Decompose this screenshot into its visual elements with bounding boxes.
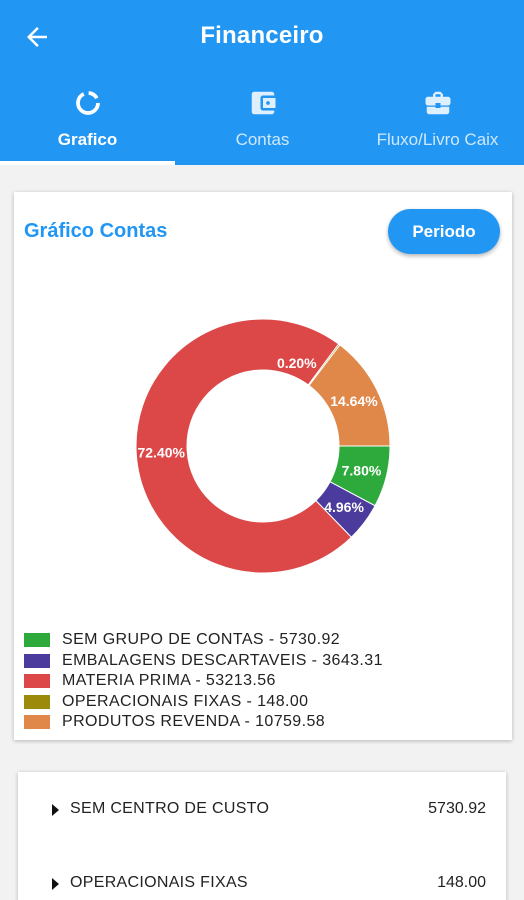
slice-percent-label: 0.20% <box>277 355 317 371</box>
tab-indicator <box>0 161 175 165</box>
card-title: Gráfico Contas <box>24 220 168 242</box>
legend-label: OPERACIONAIS FIXAS - 148.00 <box>62 692 309 710</box>
tab-label: Contas <box>235 130 290 149</box>
legend-swatch <box>24 694 50 709</box>
caret-right-icon <box>52 804 59 816</box>
chart-legend: SEM GRUPO DE CONTAS - 5730.92 EMBALAGENS … <box>24 630 383 733</box>
legend-item: SEM GRUPO DE CONTAS - 5730.92 <box>24 630 383 651</box>
cost-center-row[interactable]: SEM CENTRO DE CUSTO 5730.92 <box>18 795 506 825</box>
periodo-button[interactable]: Periodo <box>388 209 500 254</box>
legend-label: EMBALAGENS DESCARTAVEIS - 3643.31 <box>62 651 383 669</box>
donut-chart-icon <box>75 91 100 115</box>
caret-right-icon <box>52 878 59 890</box>
tab-grafico[interactable]: Grafico <box>0 80 175 165</box>
arrow-left-icon[interactable] <box>22 22 52 52</box>
legend-swatch <box>24 715 50 730</box>
legend-label: MATERIA PRIMA - 53213.56 <box>62 672 276 690</box>
cost-center-card: SEM CENTRO DE CUSTO 5730.92 OPERACIONAIS… <box>18 772 506 900</box>
legend-label: SEM GRUPO DE CONTAS - 5730.92 <box>62 631 341 649</box>
legend-label: PRODUTOS REVENDA - 10759.58 <box>62 713 326 731</box>
cost-center-row[interactable]: OPERACIONAIS FIXAS 148.00 <box>18 869 506 899</box>
legend-item: PRODUTOS REVENDA - 10759.58 <box>24 712 383 733</box>
page-title: Financeiro <box>200 22 324 49</box>
cost-center-value: 148.00 <box>437 874 486 891</box>
chart-card: 7.80% 4.96% 72.40% 0.20% 14.64% Gráfico Cont… <box>14 192 512 740</box>
app-bar: Financeiro Grafico Contas Fluxo/Livro Ca… <box>0 0 524 165</box>
tab-label: Fluxo/Livro Caix <box>376 130 499 149</box>
tab-bar: Grafico Contas Fluxo/Livro Caix <box>0 80 524 165</box>
briefcase-icon <box>425 91 450 115</box>
tab-fluxo-livro-caixa[interactable]: Fluxo/Livro Caix <box>350 80 524 165</box>
legend-swatch <box>24 653 50 668</box>
cost-center-value: 5730.92 <box>428 800 486 817</box>
slice-percent-label: 72.40% <box>137 445 185 461</box>
legend-swatch <box>24 633 50 648</box>
cost-center-name: SEM CENTRO DE CUSTO <box>70 800 270 817</box>
wallet-icon <box>251 91 275 115</box>
slice-percent-label: 7.80% <box>342 463 382 479</box>
cost-center-name: OPERACIONAIS FIXAS <box>70 874 248 891</box>
slice-percent-label: 14.64% <box>330 393 378 409</box>
legend-item: OPERACIONAIS FIXAS - 148.00 <box>24 692 383 713</box>
legend-item: EMBALAGENS DESCARTAVEIS - 3643.31 <box>24 651 383 672</box>
tab-label: Grafico <box>57 130 118 149</box>
tab-contas[interactable]: Contas <box>175 80 350 165</box>
pie-slice[interactable] <box>308 344 391 447</box>
legend-swatch <box>24 674 50 689</box>
pie-slice[interactable] <box>135 318 353 574</box>
donut-chart: 7.80% 4.96% 72.40% 0.20% 14.64% <box>135 318 391 574</box>
slice-percent-label: 4.96% <box>324 499 364 515</box>
legend-item: MATERIA PRIMA - 53213.56 <box>24 671 383 692</box>
